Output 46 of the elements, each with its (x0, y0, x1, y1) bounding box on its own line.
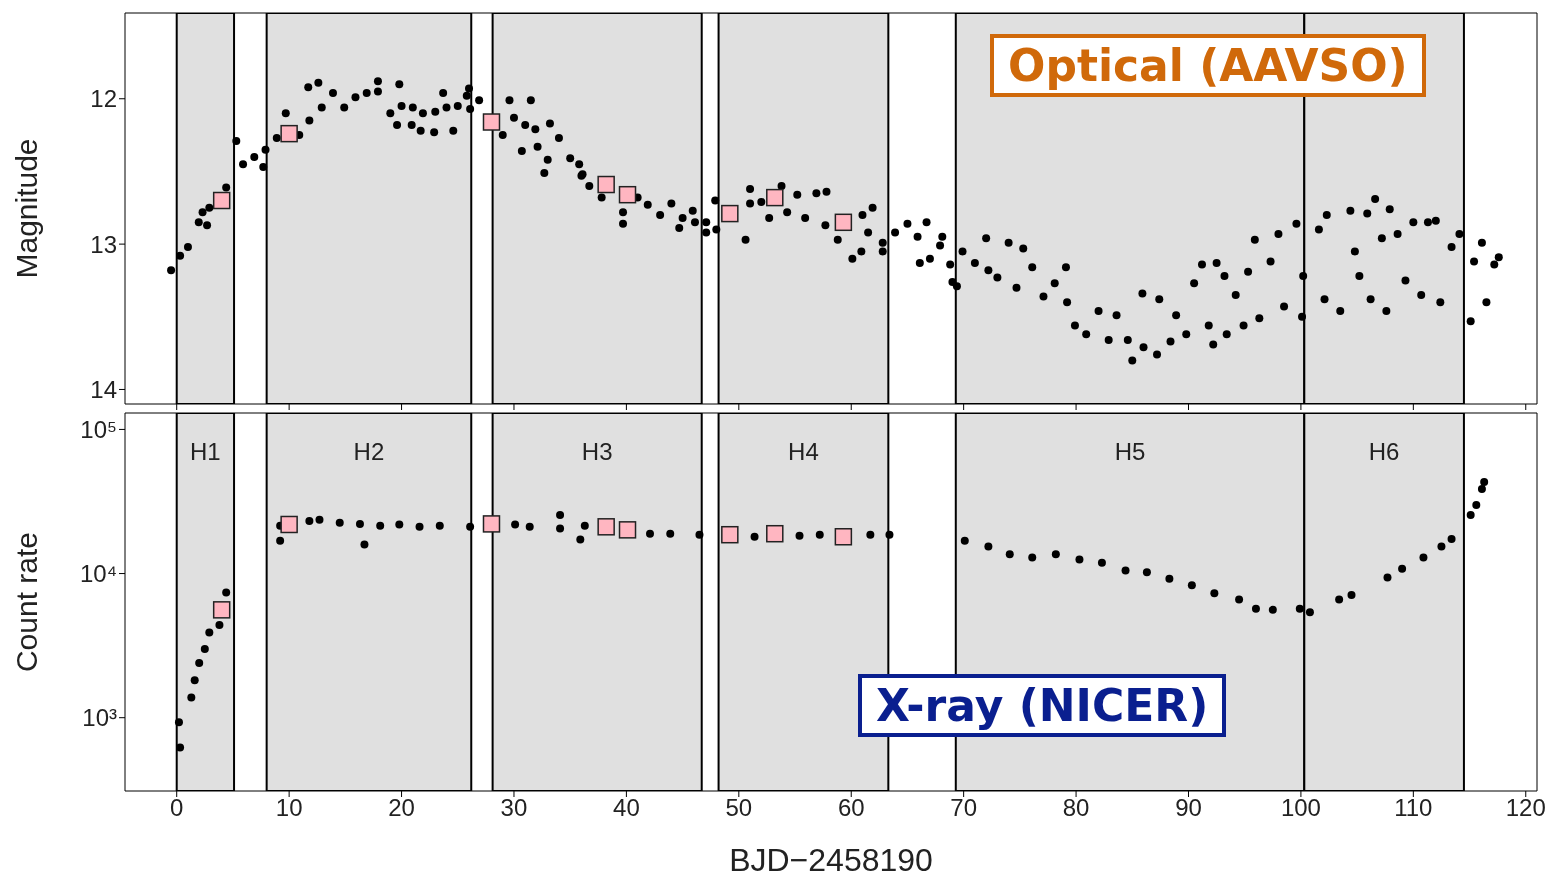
x-tick-label: 100 (1280, 794, 1321, 822)
point (597, 518, 615, 536)
x-tick-label: 40 (613, 794, 640, 822)
band-label: H2 (353, 438, 385, 466)
x-tick-label: 70 (950, 794, 978, 822)
y-tick-label: 12 (90, 85, 117, 113)
y-tick-label: 10³ (82, 704, 118, 732)
band-label: H4 (788, 438, 819, 466)
x-tick-label: 120 (1505, 794, 1546, 822)
band-label: H5 (1114, 438, 1146, 466)
band-label: H6 (1368, 438, 1400, 466)
point (618, 521, 637, 539)
point (280, 515, 298, 534)
point (834, 213, 853, 232)
x-tick-label: 60 (837, 794, 865, 822)
point (482, 113, 501, 131)
y-tick-label: 13 (90, 230, 117, 258)
point (597, 175, 615, 194)
x-tick-label: 110 (1394, 794, 1433, 822)
point (766, 524, 784, 543)
point (721, 525, 739, 544)
x-tick-label: 50 (725, 794, 753, 822)
annotation: X-ray (NICER) (858, 674, 1227, 737)
x-tick-label: 30 (500, 794, 528, 822)
x-tick-label: 90 (1175, 794, 1202, 822)
band-label: H3 (581, 438, 613, 466)
point (834, 528, 853, 546)
x-tick-label: 20 (388, 794, 415, 822)
y-tick-label: 14 (90, 375, 117, 403)
y-tick-label: 10⁴ (79, 560, 117, 588)
point (766, 188, 784, 207)
point (280, 124, 298, 143)
point (721, 204, 739, 223)
x-tick-label: 0 (170, 794, 184, 822)
y-axis-title: Magnitude (9, 138, 43, 279)
x-tick-label: 80 (1062, 794, 1090, 822)
point (482, 515, 501, 533)
x-axis-title: BJD−2458190 (729, 842, 933, 876)
y-tick-label: 10⁵ (80, 415, 117, 443)
x-tick-label: 10 (275, 794, 303, 822)
point (212, 601, 231, 619)
band-label: H1 (190, 438, 221, 466)
point (618, 185, 637, 204)
point (212, 191, 231, 210)
annotation: Optical (AAVSO) (990, 34, 1426, 97)
y-axis-title: Count rate (9, 531, 43, 673)
